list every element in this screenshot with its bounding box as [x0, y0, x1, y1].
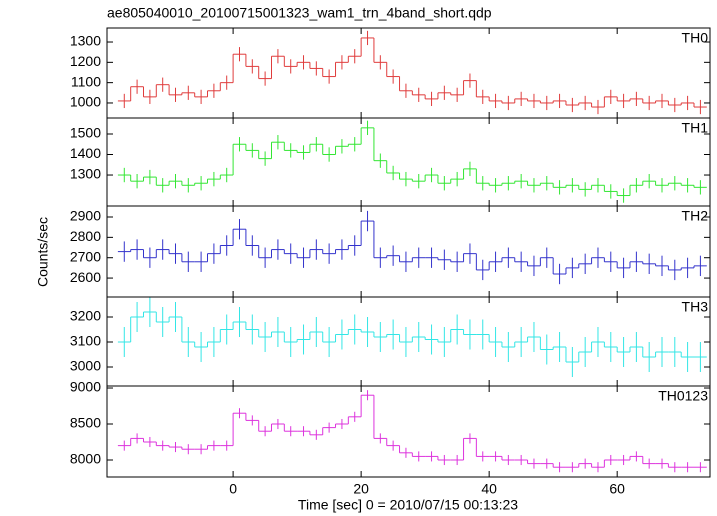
chart-title: ae805040010_20100715001323_wam1_trn_4ban…	[107, 5, 492, 21]
panel-frame	[106, 117, 711, 207]
y-tick-label: 3200	[70, 308, 101, 324]
y-tick-label: 2800	[70, 228, 101, 244]
panel-frame	[106, 27, 711, 119]
y-tick-label: 2900	[70, 208, 101, 224]
y-tick-label: 2700	[70, 248, 101, 264]
y-tick-label: 1300	[70, 33, 101, 49]
y-tick-label: 8500	[70, 415, 101, 431]
panel-label: TH0123	[658, 388, 708, 404]
y-tick-label: 8000	[70, 451, 101, 467]
panel-label: TH3	[682, 299, 709, 315]
panel-label: TH1	[682, 120, 709, 136]
y-tick-label: 1000	[70, 94, 101, 110]
x-tick-label: 40	[481, 481, 497, 497]
y-tick-label: 3000	[70, 358, 101, 374]
y-tick-label: 1100	[71, 73, 101, 89]
panel-frame	[106, 385, 711, 478]
y-tick-label: 2600	[70, 269, 101, 285]
x-tick-label: 0	[229, 481, 237, 497]
x-axis-label: Time [sec] 0 = 2010/07/15 00:13:23	[298, 497, 518, 513]
y-tick-label: 1300	[70, 166, 101, 182]
y-tick-label: 1500	[70, 125, 101, 141]
y-tick-label: 9000	[70, 379, 101, 395]
y-tick-label: 1400	[70, 145, 101, 161]
y-tick-label: 3100	[70, 333, 101, 349]
y-tick-label: 1200	[70, 53, 101, 69]
panel-frame	[106, 205, 711, 298]
y-axis-label: Counts/sec	[35, 217, 51, 287]
panel-label: TH0	[682, 30, 709, 46]
x-tick-label: 20	[353, 481, 369, 497]
panel-label: TH2	[682, 208, 709, 224]
x-tick-label: 60	[609, 481, 625, 497]
